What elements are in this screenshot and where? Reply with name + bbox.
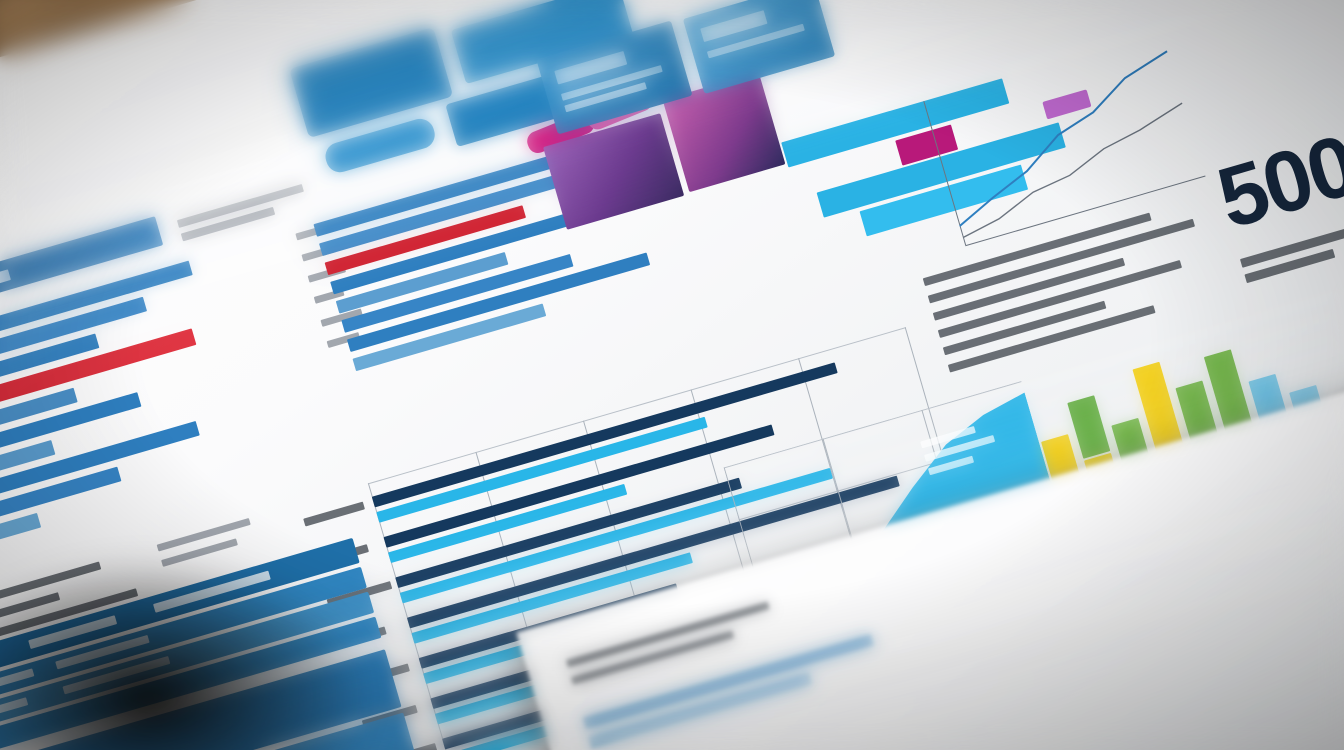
- segment-green: [1067, 395, 1111, 459]
- underlying-text-line: [565, 601, 770, 668]
- large-numeral-callout: 500: [1207, 116, 1344, 248]
- desk-shadow-bottom-left: [0, 500, 460, 750]
- line-series-blue: [958, 50, 1168, 227]
